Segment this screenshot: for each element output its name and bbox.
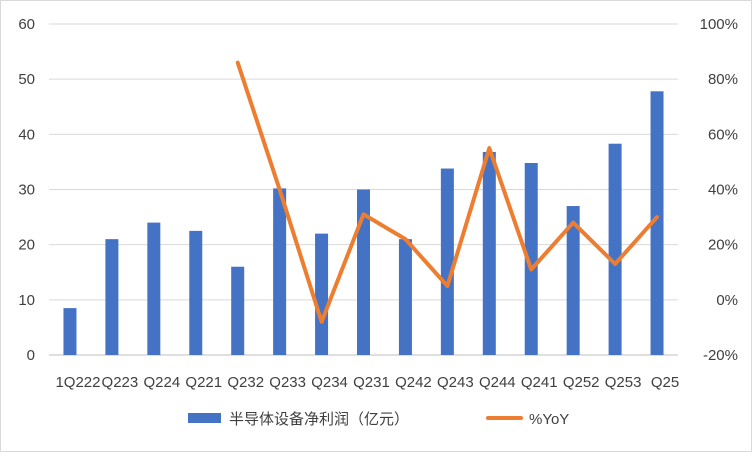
x-axis-tick-label: Q244 (479, 374, 516, 391)
x-axis-tick-label: Q243 (437, 374, 474, 391)
x-axis-ticks: 1Q222 Q223 Q224 Q221 Q232 Q233 Q234 Q231 Q242 Q24… (55, 374, 679, 391)
x-axis-tick-label: Q231 (353, 374, 390, 391)
left-axis-tick-label: 20 (18, 237, 35, 254)
bar-series (63, 91, 664, 355)
x-axis-tick-label: Q253 (605, 374, 642, 391)
bar (440, 168, 454, 355)
bar (63, 308, 77, 355)
legend-label-bar: 半导体设备净利润（亿元） (229, 411, 409, 428)
left-axis-tick-label: 0 (27, 347, 35, 364)
left-axis-tick-label: 40 (18, 126, 35, 143)
legend: 半导体设备净利润（亿元） %YoY (188, 411, 569, 428)
x-axis-tick-label: Q242 (395, 374, 432, 391)
right-axis-tick-label: 100% (700, 16, 738, 33)
x-axis-tick-label: Q224 (143, 374, 180, 391)
right-axis-tick-label: 0% (716, 292, 738, 309)
bar (482, 151, 496, 355)
x-axis-tick-label: Q233 (269, 374, 306, 391)
right-axis-tick-label: 80% (708, 71, 738, 88)
x-axis-tick-label: 1Q222 (55, 374, 100, 391)
legend-swatch-bar (188, 413, 221, 423)
bar (650, 91, 664, 355)
bar (566, 206, 580, 355)
bar (357, 189, 370, 355)
left-axis-ticks: 0 10 20 30 40 50 60 (18, 16, 35, 364)
bar (608, 143, 622, 355)
x-axis-tick-label: Q232 (227, 374, 264, 391)
x-axis-tick-label: Q234 (311, 374, 348, 391)
right-axis-tick-label: -20% (703, 347, 738, 364)
left-axis-tick-label: 10 (18, 292, 35, 309)
right-axis-tick-label: 40% (708, 182, 738, 199)
right-axis-tick-label: 60% (708, 126, 738, 143)
bar (147, 222, 161, 355)
bar (231, 266, 245, 355)
legend-label-line: %YoY (529, 411, 569, 428)
left-axis-tick-label: 50 (18, 71, 35, 88)
bar (273, 188, 287, 355)
line-series (235, 60, 659, 324)
left-axis-tick-label: 30 (18, 182, 35, 199)
bar (315, 233, 329, 355)
right-axis-ticks: -20% 0% 20% 40% 60% 80% 100% (700, 16, 738, 364)
left-axis-tick-label: 60 (18, 16, 35, 33)
bar (189, 230, 203, 355)
bar (105, 239, 119, 355)
x-axis-tick-label: Q221 (185, 374, 222, 391)
x-axis-tick-label: Q241 (521, 374, 558, 391)
right-axis-tick-label: 20% (708, 237, 738, 254)
bar (524, 163, 538, 355)
x-axis-tick-label: Q223 (102, 374, 139, 391)
x-axis-tick-label: Q25 (651, 374, 679, 391)
x-axis-tick-label: Q252 (563, 374, 600, 391)
yoy-line (235, 60, 659, 324)
bar (398, 239, 412, 355)
